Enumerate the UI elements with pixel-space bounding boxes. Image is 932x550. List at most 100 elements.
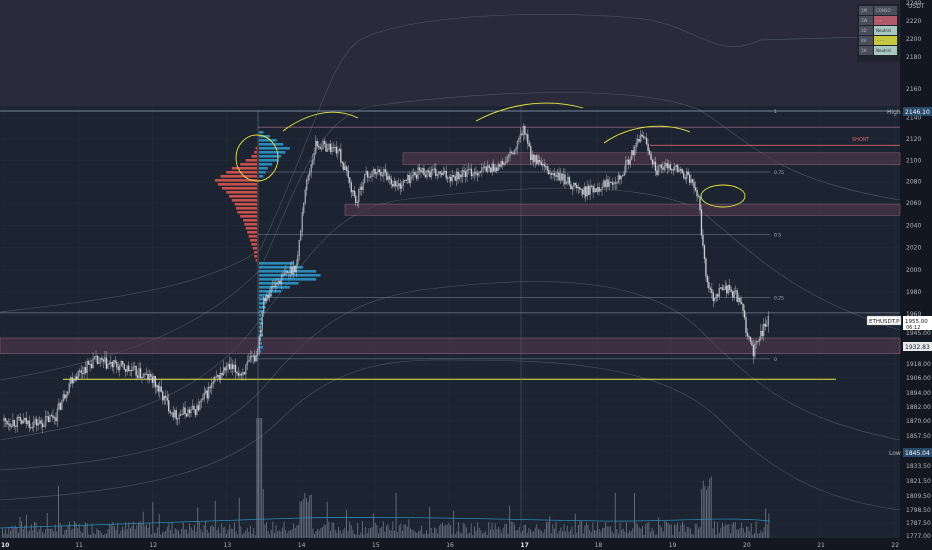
volume-bar: [302, 498, 304, 538]
candle-body: [681, 168, 683, 174]
volume-bar: [389, 529, 391, 538]
volume-bar: [419, 530, 421, 538]
volume-bar: [280, 531, 282, 538]
candle-body: [644, 137, 646, 139]
volume-bar: [626, 522, 627, 538]
candle-body: [685, 171, 688, 179]
volume-bar: [16, 527, 18, 538]
candle-body: [763, 323, 765, 336]
volume-bar: [736, 529, 738, 538]
fib-label: 0.5: [774, 232, 781, 238]
candle-body: [260, 329, 262, 337]
volume-bar: [107, 529, 109, 538]
price-tick-label: 2080: [906, 179, 921, 186]
candle-body: [307, 175, 309, 181]
candle-body: [653, 161, 655, 165]
candle-body: [117, 366, 119, 370]
volume-bar: [61, 526, 63, 538]
volume-bar: [86, 523, 88, 538]
time-tick-label: 21: [817, 542, 825, 549]
timeframe-row: 4H - - -: [859, 36, 897, 45]
candle-body: [329, 143, 332, 153]
volume-bar: [435, 528, 437, 538]
candle-body: [593, 188, 596, 193]
candle-body: [125, 369, 127, 372]
candle-body: [55, 417, 57, 422]
time-axis[interactable]: 10 11 12 13 14 15 16 17 18 19 20 21 22: [1, 542, 899, 549]
candle-body: [758, 339, 761, 342]
volume-bar: [562, 531, 563, 538]
candle-body: [740, 301, 743, 305]
volume-profile-bar-buy: [259, 314, 261, 317]
candle-body: [464, 171, 467, 177]
candle-body: [38, 420, 41, 424]
candle-body: [558, 172, 560, 181]
candle-body: [499, 164, 501, 167]
volume-bar: [331, 522, 333, 538]
volume-bar: [701, 489, 703, 538]
candle-body: [292, 265, 295, 275]
candle-body: [252, 355, 254, 357]
volume-bar: [560, 527, 562, 538]
candle-body: [647, 143, 649, 151]
volume-bar: [763, 527, 765, 538]
candle-body: [390, 179, 392, 185]
volume-bar: [568, 531, 570, 538]
candle-body: [401, 185, 403, 189]
candle-body: [243, 372, 246, 375]
volume-bar: [11, 525, 13, 538]
volume-bar: [750, 523, 752, 538]
volume-bar: [165, 530, 167, 538]
volume-bar: [525, 524, 527, 538]
candle-body: [559, 173, 562, 181]
candle-body: [466, 170, 468, 177]
time-tick-label: 15: [372, 542, 380, 549]
candle-body: [435, 168, 437, 176]
candle-body: [353, 190, 355, 197]
candle-body: [484, 166, 486, 168]
volume-bar: [134, 529, 136, 538]
candle-body: [409, 177, 412, 184]
candle-body: [122, 361, 124, 365]
volume-bar: [418, 531, 419, 538]
volume-profile-bar-buy: [259, 350, 261, 353]
volume-bar: [603, 527, 605, 538]
price-tick-label: 1918.00: [906, 361, 931, 368]
volume-bar: [70, 529, 72, 538]
volume-bar: [173, 533, 175, 538]
candle-body: [257, 349, 259, 356]
candle-body: [171, 412, 173, 414]
candle-body: [602, 180, 605, 188]
candle-body: [485, 166, 487, 172]
volume-bar: [426, 530, 427, 538]
candle-body: [191, 405, 194, 410]
volume-bar: [186, 529, 187, 538]
volume-bar: [694, 523, 696, 538]
price-tick-label: 1798.50: [906, 507, 931, 514]
candle-body: [84, 367, 87, 374]
candle-body: [381, 175, 384, 177]
candle-body: [591, 185, 593, 187]
volume-profile-bar-buy: [259, 322, 263, 325]
volume-profile-bar-sell: [251, 243, 257, 246]
price-tick-label: 1809.50: [906, 493, 931, 500]
volume-bar: [699, 526, 701, 538]
candle-body: [95, 355, 97, 357]
candle-body: [255, 354, 257, 362]
candle-body: [533, 154, 535, 162]
volume-bar: [578, 524, 579, 538]
volume-bar: [222, 527, 224, 538]
volume-bar: [200, 529, 202, 538]
candle-body: [668, 164, 670, 169]
candle-body: [582, 189, 584, 195]
volume-bar: [427, 533, 429, 538]
candle-body: [641, 134, 643, 137]
volume-bar: [162, 532, 163, 538]
candle-body: [93, 356, 96, 359]
candle-body: [427, 170, 430, 173]
candle-body: [200, 399, 203, 402]
volume-bar: [288, 530, 290, 538]
volume-bar: [614, 492, 616, 538]
candle-body: [472, 174, 474, 177]
